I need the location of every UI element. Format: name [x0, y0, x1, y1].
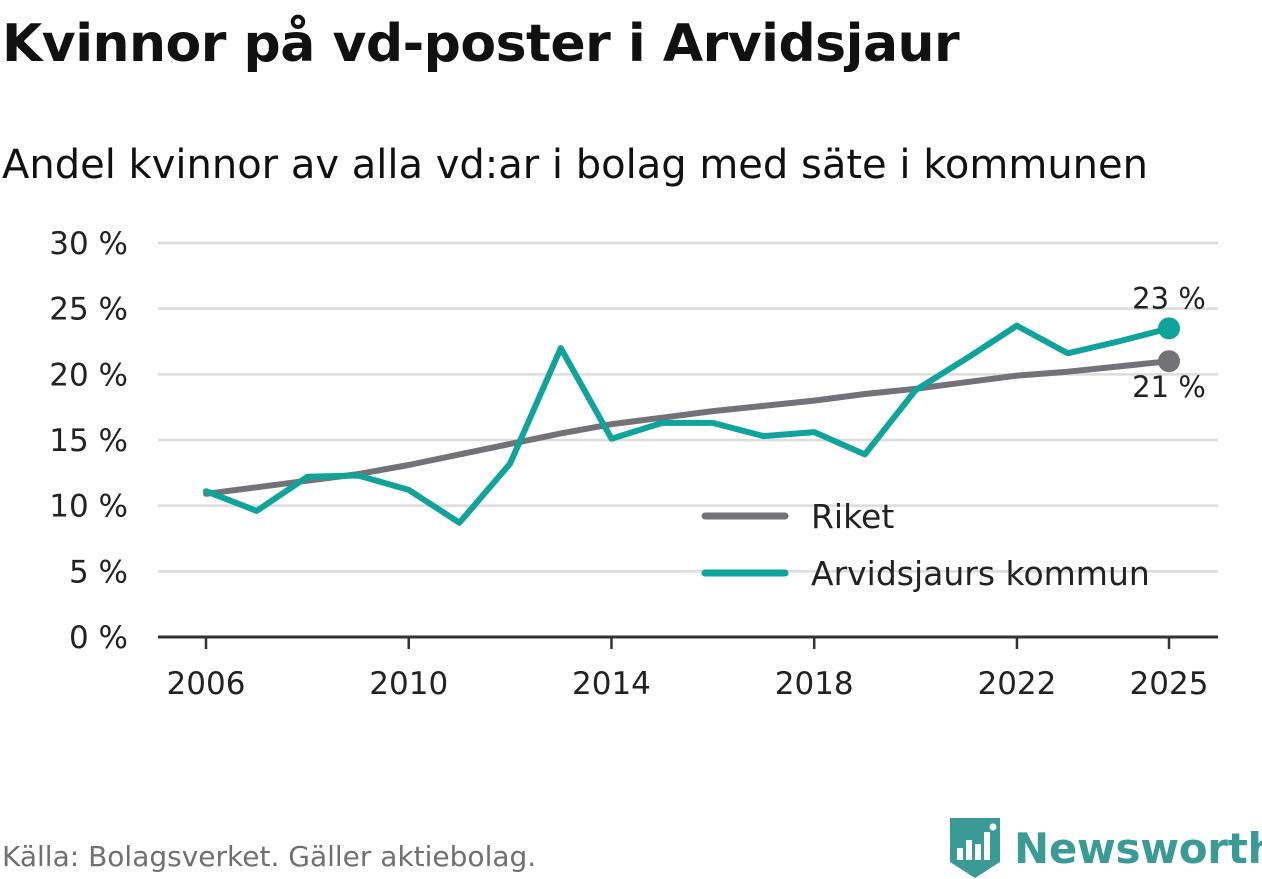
x-tick-label: 2018 — [775, 666, 854, 702]
end-value-label: 23 % — [1132, 281, 1206, 315]
x-tick-label: 2014 — [572, 666, 651, 702]
newsworthy-logo-icon — [950, 818, 1000, 878]
x-tick-label: 2025 — [1130, 666, 1209, 702]
y-tick-label: 25 % — [49, 292, 128, 328]
y-tick-label: 5 % — [69, 554, 128, 590]
y-tick-label: 10 % — [49, 489, 128, 525]
source-note: Källa: Bolagsverket. Gäller aktiebolag. — [2, 840, 537, 873]
line-chart: 0 % 5 % 10 % 15 % 20 % 25 % 30 % 2006 2010 2014 20… — [49, 226, 1218, 702]
series-line-arvidsjaurs-kommun — [203, 322, 1172, 526]
chart-subtitle: Andel kvinnor av alla vd:ar i bolag med … — [2, 142, 1148, 188]
end-point-marker — [1158, 317, 1180, 340]
end-value-label: 21 % — [1132, 370, 1206, 404]
brand-logo: Newsworthy — [950, 818, 1262, 878]
chart-title: Kvinnor på vd-poster i Arvidsjaur — [2, 14, 960, 74]
x-tick-label: 2022 — [977, 666, 1056, 702]
y-tick-label: 20 % — [49, 357, 128, 393]
y-tick-label: 30 % — [49, 226, 128, 262]
y-tick-label: 15 % — [49, 423, 128, 459]
legend-label: Riket — [811, 497, 894, 536]
x-tick-label: 2010 — [369, 666, 448, 702]
series-line-riket — [203, 358, 1172, 497]
y-tick-label: 0 % — [69, 620, 128, 656]
legend-label: Arvidsjaurs kommun — [811, 554, 1150, 593]
brand-name: Newsworthy — [1014, 823, 1262, 873]
end-point-marker — [1158, 350, 1180, 373]
x-tick-label: 2006 — [167, 666, 246, 702]
